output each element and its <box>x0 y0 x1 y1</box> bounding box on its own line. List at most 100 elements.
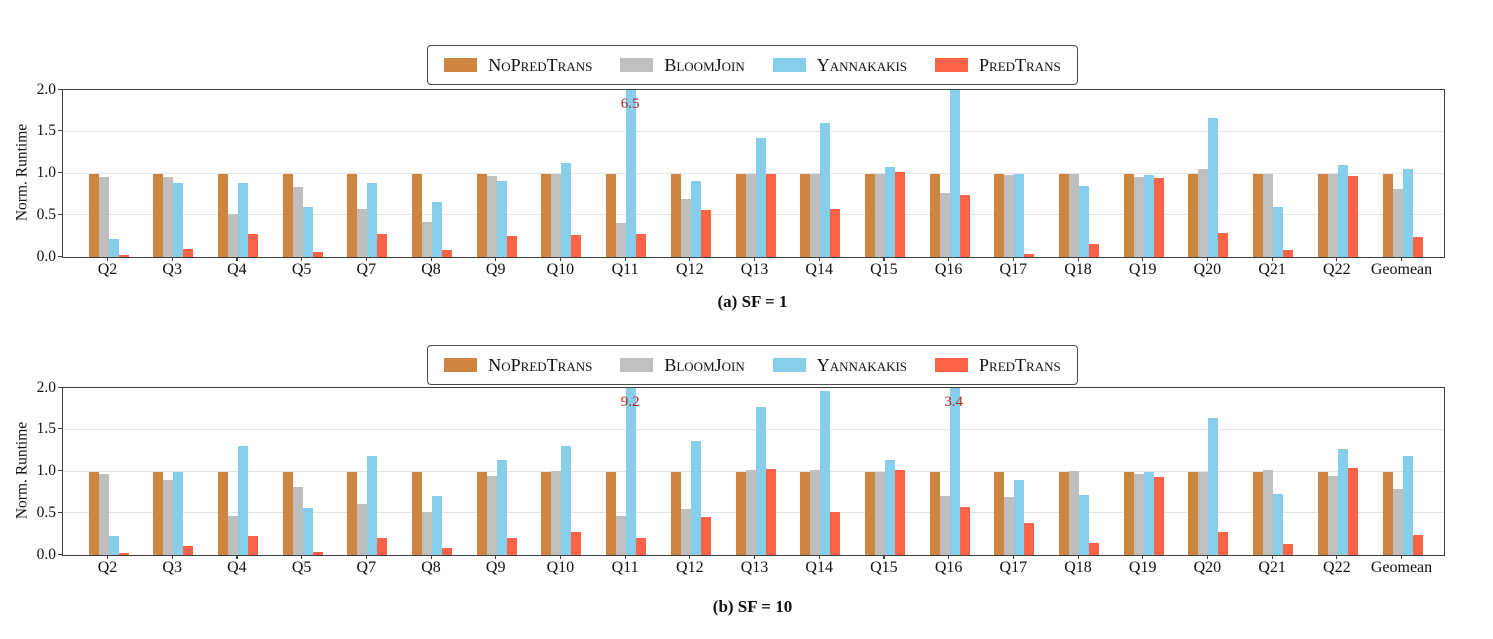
bar-bloomjoin-q15 <box>874 472 885 555</box>
x-tick-label: Q13 <box>740 261 769 278</box>
x-tick-label: Q20 <box>1193 261 1222 278</box>
bar-nopredtrans-q3 <box>153 173 164 257</box>
x-tick-mark <box>1142 555 1144 559</box>
y-tick-mark <box>58 470 62 472</box>
chart-caption: (a) SF = 1 <box>717 292 788 311</box>
bar-yannakakis-q4 <box>237 182 248 257</box>
x-tick-label: Q17 <box>999 261 1028 278</box>
x-tick-label: Q13 <box>740 559 769 576</box>
bar-bloomjoin-q12 <box>680 509 691 555</box>
bar-predtrans-q14 <box>830 208 841 257</box>
x-tick-mark <box>236 555 238 559</box>
bar-bloomjoin-q10 <box>551 173 562 257</box>
x-tick-mark <box>430 555 432 559</box>
x-tick-mark <box>624 555 626 559</box>
x-tick-label: Q10 <box>546 559 575 576</box>
y-tick-mark <box>58 553 62 555</box>
bar-yannakakis-q7 <box>367 456 378 555</box>
bar-predtrans-q2 <box>118 254 129 257</box>
bar-nopredtrans-q11 <box>606 173 617 257</box>
y-tick-label: 1.5 <box>36 122 56 140</box>
bar-yannakakis-q20 <box>1208 418 1219 555</box>
bar-bloomjoin-q16 <box>939 192 950 257</box>
bar-bloomjoin-q5 <box>292 486 303 555</box>
x-tick-mark <box>107 555 109 559</box>
x-tick-mark <box>1077 555 1079 559</box>
bar-predtrans-q8 <box>442 249 452 257</box>
x-tick-mark <box>559 555 562 559</box>
x-tick-label: Q8 <box>421 559 441 576</box>
bar-yannakakis-q8 <box>432 201 442 257</box>
bar-bloomjoin-q7 <box>357 208 368 257</box>
bar-yannakakis-q22 <box>1337 448 1348 555</box>
legend-box: NoPredTrans BloomJoin Yannakakis PredTrans <box>427 45 1078 85</box>
bar-predtrans-q4 <box>247 233 258 257</box>
bar-bloomjoin-q10 <box>551 470 562 555</box>
bar-nopredtrans-q12 <box>670 173 681 257</box>
y-tick-label: 1.0 <box>36 164 56 181</box>
bar-nopredtrans-q19 <box>1123 173 1134 257</box>
bar-nopredtrans-q10 <box>541 173 552 257</box>
legend-swatch-icon <box>444 58 478 72</box>
bar-bloomjoin-q9 <box>486 475 497 555</box>
legend-entry-bloomjoin: BloomJoin <box>620 56 745 74</box>
clipped-value-annotation: 6.5 <box>620 96 640 112</box>
bar-predtrans-q11 <box>636 538 647 555</box>
legend-label: PredTrans <box>979 55 1061 75</box>
x-tick-label: Q17 <box>999 559 1028 576</box>
bar-yannakakis-q10 <box>561 163 572 257</box>
x-tick-label: Q18 <box>1064 559 1092 576</box>
bar-nopredtrans-q9 <box>476 173 487 257</box>
legend-label: Yannakakis <box>816 55 908 75</box>
bar-yannakakis-q3 <box>173 472 184 555</box>
bar-yannakakis-q15 <box>884 459 895 555</box>
x-tick-mark <box>689 257 691 261</box>
legend: NoPredTrans BloomJoin Yannakakis PredTrans <box>62 345 1443 385</box>
clipped-value-annotation: 9.2 <box>620 394 640 410</box>
bar-nopredtrans-q22 <box>1317 173 1328 257</box>
x-tick-mark <box>301 257 303 261</box>
y-tick-mark <box>58 511 62 513</box>
bar-yannakakis-q21 <box>1273 494 1284 555</box>
y-tick-label: 2.0 <box>36 80 56 98</box>
bar-yannakakis-q10 <box>561 446 572 555</box>
bar-nopredtrans-geomean <box>1382 173 1393 257</box>
bar-predtrans-q5 <box>312 551 323 555</box>
bar-bloomjoin-q3 <box>163 479 174 555</box>
x-tick-mark <box>495 257 497 261</box>
plot-area: 6.5 <box>62 89 1445 258</box>
bar-predtrans-q10 <box>571 235 582 257</box>
y-tick-mark <box>58 88 62 90</box>
bar-yannakakis-q13 <box>755 138 766 257</box>
bar-yannakakis-geomean <box>1402 169 1413 257</box>
bar-bloomjoin-geomean <box>1392 188 1403 257</box>
x-tick-label: Q16 <box>934 261 963 278</box>
bar-nopredtrans-q9 <box>476 471 487 555</box>
x-tick-label: Q4 <box>227 261 247 278</box>
bar-yannakakis-q12 <box>690 441 701 555</box>
bar-nopredtrans-q12 <box>670 471 681 555</box>
x-tick-label: Q5 <box>291 261 312 278</box>
legend-entry-yannakakis: Yannakakis <box>772 356 907 374</box>
bar-bloomjoin-q21 <box>1263 173 1274 257</box>
x-tick-mark <box>430 257 432 261</box>
bar-nopredtrans-q21 <box>1253 173 1264 257</box>
bar-nopredtrans-q2 <box>88 173 99 257</box>
bar-predtrans-q7 <box>377 538 388 555</box>
legend-swatch-icon <box>620 358 654 372</box>
bar-yannakakis-q20 <box>1208 117 1219 257</box>
bar-bloomjoin-q7 <box>357 504 368 555</box>
legend-label: PredTrans <box>979 355 1061 375</box>
bar-yannakakis-q14 <box>820 123 831 257</box>
x-tick-label: Q8 <box>421 261 441 278</box>
bar-predtrans-q5 <box>312 252 323 257</box>
bar-yannakakis-q16 <box>949 388 960 555</box>
bar-yannakakis-q17 <box>1014 479 1025 555</box>
x-tick-label: Geomean <box>1370 559 1433 576</box>
y-tick-mark <box>58 386 62 388</box>
bar-predtrans-q2 <box>118 553 129 555</box>
x-tick-label: Q9 <box>485 261 506 278</box>
bar-predtrans-q4 <box>247 535 258 555</box>
bar-predtrans-q19 <box>1153 177 1164 257</box>
bar-predtrans-q7 <box>377 234 388 257</box>
